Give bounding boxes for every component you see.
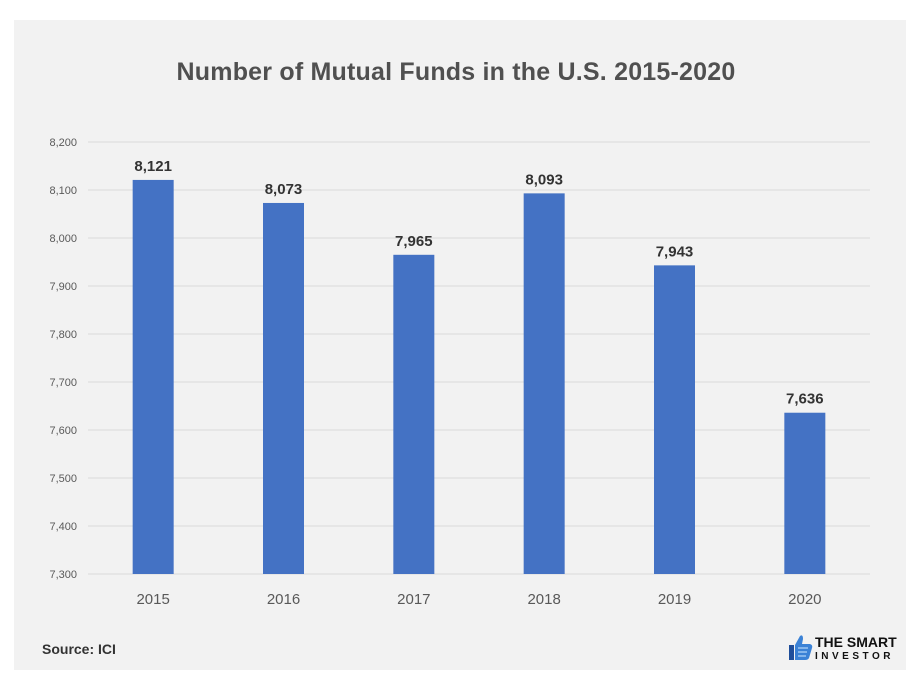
data-labels: 8,121 8,073 7,965 8,093 7,943 7,636 (134, 158, 823, 408)
data-label: 8,121 (134, 158, 172, 175)
x-axis: 2015 2016 2017 2018 2019 2020 (136, 591, 821, 608)
y-tick-label: 7,900 (49, 281, 77, 293)
bar (523, 193, 565, 575)
logo-line2: INVESTOR (815, 651, 894, 662)
data-label: 8,073 (265, 181, 303, 198)
x-tick-label: 2019 (658, 591, 691, 608)
data-label: 7,636 (786, 391, 824, 408)
y-tick-label: 7,600 (49, 425, 77, 437)
x-tick-label: 2017 (397, 591, 430, 608)
y-tick-label: 7,400 (49, 521, 77, 533)
y-tick-label: 7,700 (49, 377, 77, 389)
x-tick-label: 2015 (136, 591, 169, 608)
gridlines (88, 141, 870, 575)
bar (132, 179, 174, 575)
bar (263, 202, 304, 574)
y-tick-label: 8,100 (49, 185, 77, 197)
thumbs-up-icon (789, 635, 813, 660)
bar (784, 412, 826, 574)
chart-title: Number of Mutual Funds in the U.S. 2015-… (176, 58, 736, 86)
logo-line1: THE SMART (815, 634, 897, 650)
x-tick-label: 2016 (267, 591, 300, 608)
y-tick-label: 7,500 (49, 473, 77, 485)
y-tick-label: 7,800 (49, 329, 77, 341)
the-smart-investor-logo: THE SMART INVESTOR (786, 632, 904, 666)
x-tick-label: 2018 (527, 591, 560, 608)
data-label: 7,965 (395, 233, 433, 250)
y-tick-label: 8,000 (49, 233, 77, 245)
y-tick-label: 8,200 (49, 137, 77, 149)
y-axis: 7,300 7,400 7,500 7,600 7,700 7,800 7,900 8,000… (49, 137, 77, 581)
bar (654, 265, 695, 574)
data-label: 8,093 (525, 171, 563, 188)
source-note: Source: ICI (42, 641, 116, 657)
y-tick-label: 7,300 (49, 569, 77, 581)
bar (393, 254, 435, 575)
x-tick-label: 2020 (788, 591, 821, 608)
bars (132, 179, 826, 575)
data-label: 7,943 (656, 243, 694, 260)
